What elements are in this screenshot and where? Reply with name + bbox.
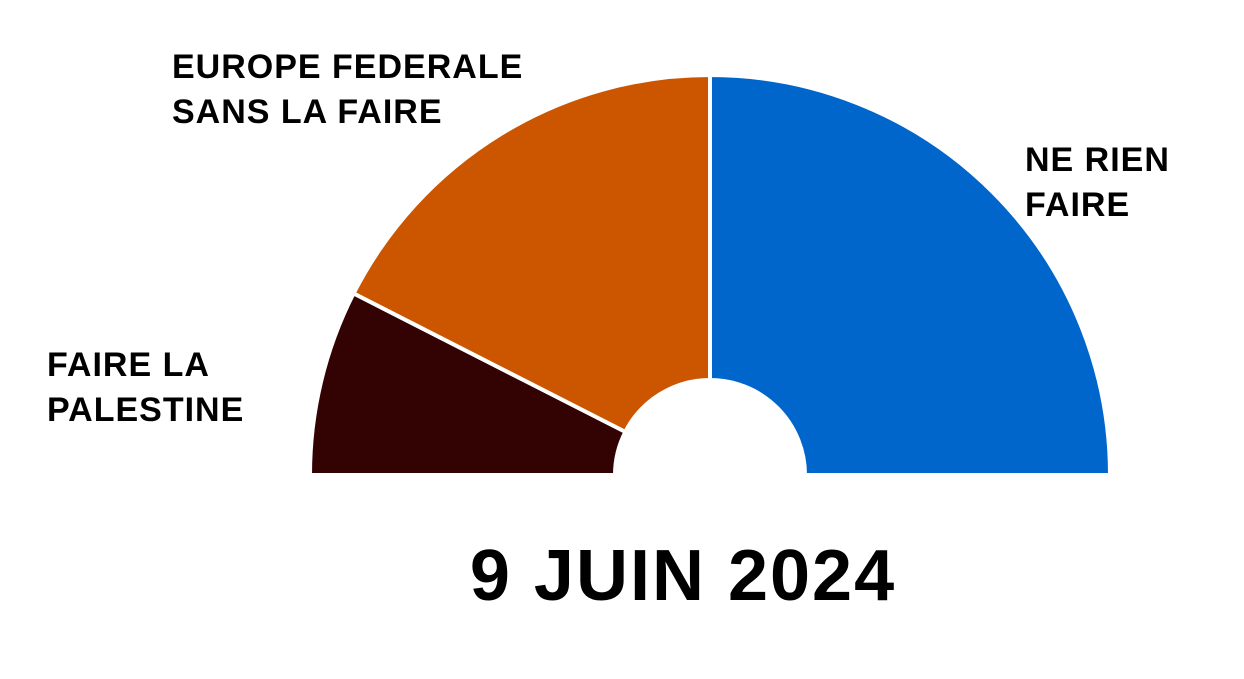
slice-label: NE RIEN FAIRE <box>1025 141 1170 224</box>
slice-label: EUROPE FEDERALE SANS LA FAIRE <box>172 48 524 131</box>
slice <box>307 290 629 477</box>
slice <box>708 72 1113 477</box>
chart-title: 9 JUIN 2024 <box>469 536 897 616</box>
slice-label: FAIRE LA PALESTINE <box>47 346 245 429</box>
slice <box>350 72 712 435</box>
